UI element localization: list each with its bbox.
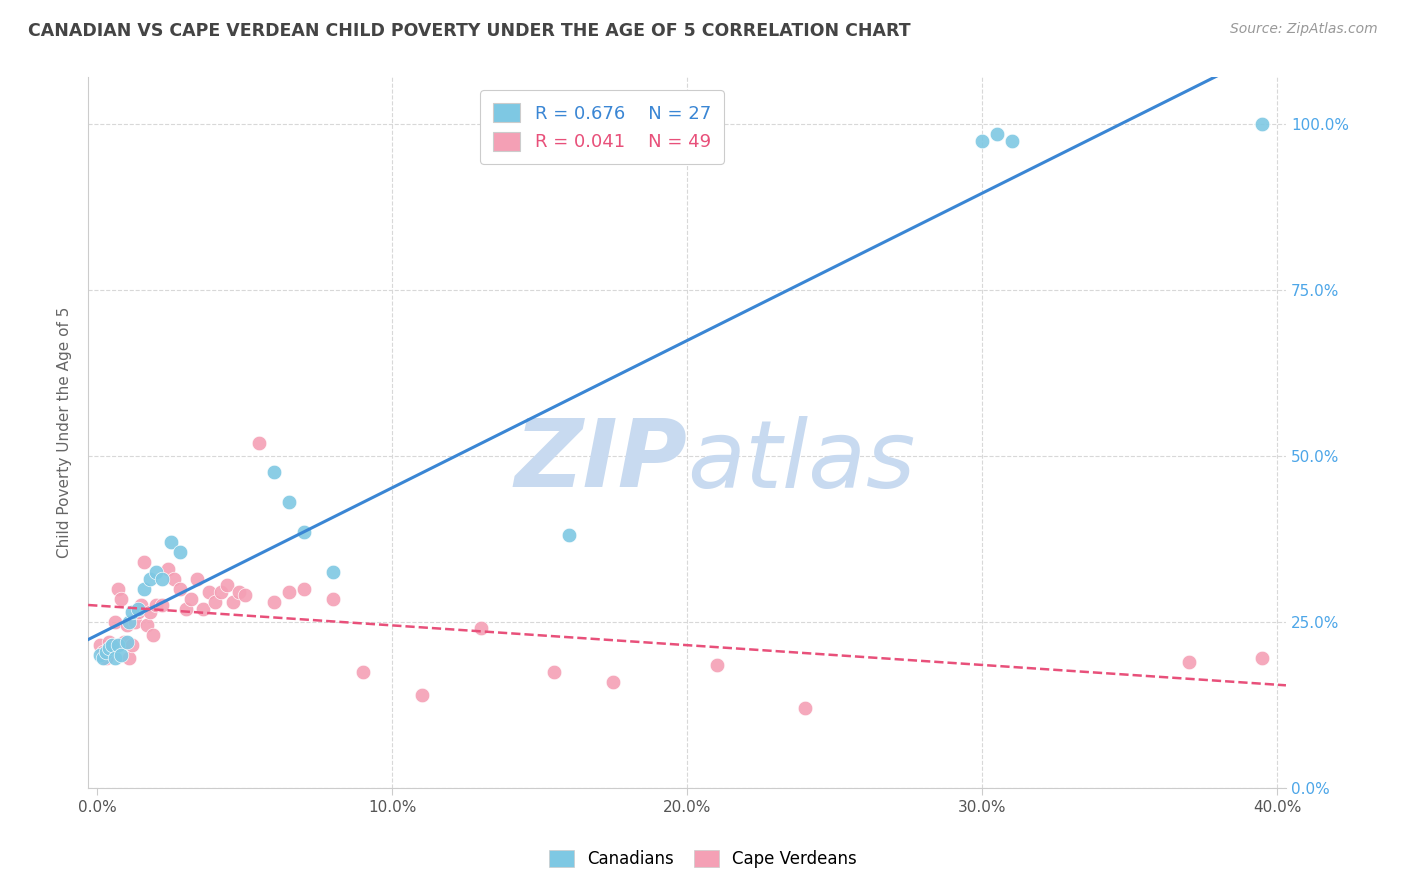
Point [233, 588, 256, 602]
Point [89, 648, 111, 662]
Point [277, 495, 299, 509]
Legend: R = 0.676    N = 27, R = 0.041    N = 49: R = 0.676 N = 27, R = 0.041 N = 49 [481, 90, 724, 164]
Point [159, 535, 181, 549]
Point [970, 134, 993, 148]
Point [97, 641, 120, 656]
Text: CANADIAN VS CAPE VERDEAN CHILD POVERTY UNDER THE AGE OF 5 CORRELATION CHART: CANADIAN VS CAPE VERDEAN CHILD POVERTY U… [28, 22, 911, 40]
Legend: Canadians, Cape Verdeans: Canadians, Cape Verdeans [543, 843, 863, 875]
Point [121, 638, 143, 652]
Point [198, 585, 221, 599]
Point [121, 605, 143, 619]
Point [209, 585, 232, 599]
Point [150, 598, 173, 612]
Point [794, 701, 817, 715]
Point [180, 591, 202, 606]
Text: ZIP: ZIP [515, 415, 688, 507]
Point [292, 525, 315, 540]
Point [139, 605, 162, 619]
Point [107, 638, 129, 652]
Point [91, 645, 114, 659]
Point [222, 595, 245, 609]
Point [156, 562, 179, 576]
Point [411, 688, 433, 702]
Point [1000, 134, 1022, 148]
Point [104, 651, 127, 665]
Point [115, 618, 138, 632]
Point [118, 651, 141, 665]
Point [186, 572, 208, 586]
Point [118, 615, 141, 629]
Point [352, 665, 374, 679]
Point [145, 598, 167, 612]
Point [89, 638, 111, 652]
Point [322, 565, 344, 579]
Point [94, 651, 117, 665]
Point [124, 615, 146, 629]
Point [134, 582, 156, 596]
Point [1251, 651, 1274, 665]
Point [169, 545, 191, 559]
Point [558, 528, 581, 542]
Point [110, 648, 132, 662]
Point [322, 591, 344, 606]
Point [163, 572, 186, 586]
Point [97, 634, 120, 648]
Point [543, 665, 565, 679]
Point [986, 127, 1008, 141]
Point [127, 605, 149, 619]
Point [470, 622, 492, 636]
Point [139, 572, 162, 586]
Point [115, 634, 138, 648]
Y-axis label: Child Poverty Under the Age of 5: Child Poverty Under the Age of 5 [58, 307, 72, 558]
Point [602, 674, 624, 689]
Point [174, 601, 197, 615]
Point [129, 598, 152, 612]
Point [215, 578, 238, 592]
Point [100, 638, 122, 652]
Point [104, 615, 127, 629]
Point [1251, 117, 1274, 131]
Point [142, 628, 165, 642]
Point [134, 555, 156, 569]
Point [100, 638, 122, 652]
Text: Source: ZipAtlas.com: Source: ZipAtlas.com [1230, 22, 1378, 37]
Point [277, 585, 299, 599]
Point [145, 565, 167, 579]
Point [112, 634, 135, 648]
Point [91, 651, 114, 665]
Point [193, 601, 215, 615]
Point [127, 601, 149, 615]
Point [706, 657, 728, 672]
Point [263, 595, 285, 609]
Point [110, 591, 132, 606]
Text: atlas: atlas [688, 416, 915, 507]
Point [204, 595, 226, 609]
Point [247, 435, 270, 450]
Point [228, 585, 250, 599]
Point [1177, 655, 1199, 669]
Point [94, 645, 117, 659]
Point [263, 466, 285, 480]
Point [169, 582, 191, 596]
Point [136, 618, 159, 632]
Point [150, 572, 173, 586]
Point [107, 582, 129, 596]
Point [292, 582, 315, 596]
